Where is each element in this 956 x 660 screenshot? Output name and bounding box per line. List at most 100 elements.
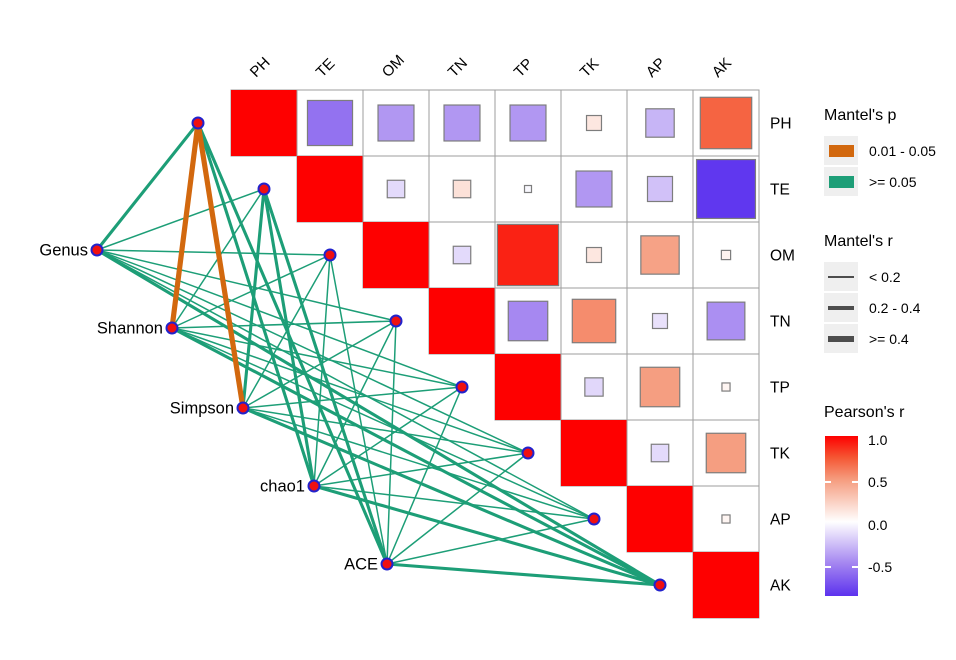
pearson-square [584, 377, 604, 397]
diversity-node [165, 321, 179, 335]
env-node [653, 578, 667, 592]
colorbar-tick [825, 481, 831, 483]
mantel-edge [96, 249, 397, 322]
pearson-square [363, 222, 429, 288]
legend-label: < 0.2 [869, 268, 901, 285]
row-label: OM [770, 248, 795, 265]
pearson-square [452, 245, 472, 265]
pearson-colorbar [825, 436, 858, 596]
pearson-square [645, 108, 675, 138]
legend-label: >= 0.4 [869, 330, 909, 347]
thick-line-swatch [828, 335, 854, 342]
env-node [323, 248, 337, 262]
colorbar-tick [852, 481, 858, 483]
legend-mantel-r-item: >= 0.4 [824, 323, 920, 354]
mantel-edge [386, 452, 529, 565]
pearson-square [509, 104, 547, 142]
diversity-node [90, 243, 104, 257]
pearson-square [651, 312, 669, 330]
pearson-square [640, 235, 680, 275]
pearson-square [695, 158, 757, 220]
column-label: AK [709, 55, 735, 81]
diversity-node [380, 557, 394, 571]
pearson-square [452, 179, 472, 199]
row-label: TK [770, 446, 790, 463]
pearson-square [705, 432, 747, 474]
mantel-edge [96, 249, 463, 388]
legend-mantel-r-title: Mantel's r [824, 233, 893, 250]
pearson-square [429, 288, 495, 354]
pearson-square [721, 514, 731, 524]
mantel-edge [262, 187, 389, 566]
mantel-edge [312, 484, 662, 587]
column-label: PH [247, 54, 274, 81]
mantel-edge [96, 249, 529, 454]
pearson-square [561, 420, 627, 486]
pearson-square [443, 104, 481, 142]
pearson-square [575, 170, 613, 208]
row-label: AP [770, 512, 791, 529]
pearson-square [231, 90, 297, 156]
pearson-square [496, 223, 560, 287]
env-node [587, 512, 601, 526]
diversity-label: Simpson [170, 400, 234, 418]
legend-pearson-r-title: Pearson's r [824, 404, 905, 421]
colorbar-tick [852, 566, 858, 568]
diversity-label: ACE [344, 556, 378, 574]
mantel-edge [196, 121, 316, 488]
env-node [257, 182, 271, 196]
mantel-edge [242, 407, 595, 520]
env-node [521, 446, 535, 460]
legend-mantel-r: Mantel's r < 0.2 0.2 - 0.4 >= 0.4 [824, 233, 920, 354]
mantel-edge [96, 249, 595, 520]
env-node [191, 116, 205, 130]
pearson-square [721, 382, 731, 392]
diversity-label: chao1 [260, 478, 305, 496]
mantel-edge [385, 562, 662, 587]
row-label: AK [770, 578, 791, 595]
mantel-edge [96, 249, 331, 256]
pearson-square [693, 552, 759, 618]
column-label: TN [445, 55, 471, 81]
thin-line-swatch [828, 275, 854, 278]
legend-mantel-r-item: 0.2 - 0.4 [824, 292, 920, 323]
pearson-square [523, 184, 533, 194]
mantel-edge [96, 188, 265, 251]
mantel-edge [241, 406, 662, 587]
diversity-label: Shannon [97, 320, 163, 338]
mantel-edge [171, 327, 463, 388]
sig-p-swatch [828, 144, 854, 157]
mantel-edge [313, 386, 463, 487]
pearson-square [627, 486, 693, 552]
pearson-square [306, 99, 354, 147]
legend-mantel-p-title: Mantel's p [824, 107, 897, 124]
legend-label: >= 0.05 [869, 173, 917, 190]
mantel-edge [242, 407, 529, 454]
mantel-edge [329, 254, 388, 565]
mantel-edge [196, 121, 389, 566]
pearson-square [377, 104, 415, 142]
pearson-square [639, 366, 681, 408]
pearson-square [386, 179, 406, 199]
mantel-edge [170, 326, 662, 587]
diversity-node [236, 401, 250, 415]
pearson-square [706, 301, 746, 341]
pearson-square [650, 443, 670, 463]
pearson-square [495, 354, 561, 420]
row-label: TE [770, 182, 790, 199]
mantel-edge [313, 485, 595, 520]
diversity-label: Genus [39, 242, 88, 260]
nonsig-p-swatch [828, 175, 854, 188]
colorbar-tick-label: 0.5 [868, 474, 888, 490]
env-node [455, 380, 469, 394]
pearson-square [720, 249, 732, 261]
pearson-square [585, 246, 603, 264]
legend-mantel-p-item: 0.01 - 0.05 [824, 135, 936, 166]
column-label: TP [511, 55, 537, 81]
pearson-square [507, 300, 549, 342]
pearson-square [699, 96, 753, 150]
diversity-node [307, 479, 321, 493]
pearson-square [585, 114, 603, 132]
mantel-edge [171, 327, 595, 520]
